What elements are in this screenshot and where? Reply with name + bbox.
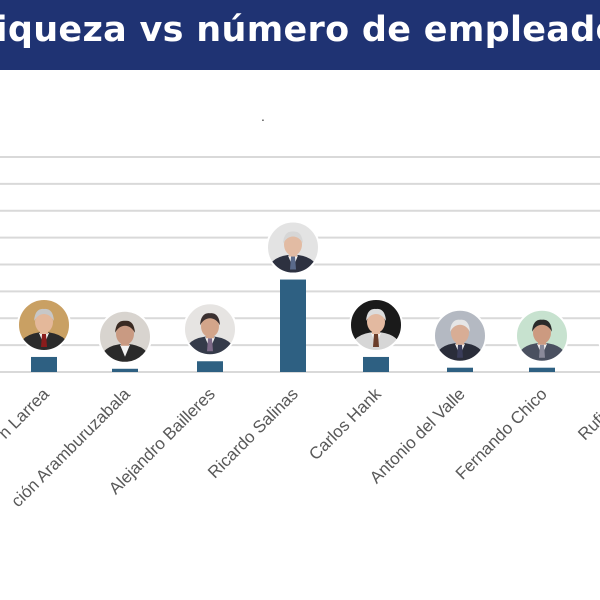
portrait-alejandro-bailleres [183,302,237,357]
bar-carlos-hank [363,356,389,372]
category-label: n Larrea [0,384,53,443]
bar-ricardo-salinas [280,279,306,372]
bar-antonio-del-valle [447,367,473,372]
bar-germán-larrea [31,356,57,372]
bar-alejandro-bailleres [197,361,223,372]
bar-fernando-chico [529,367,555,372]
category-label: Ricardo Salinas [204,384,302,482]
portrait-germán-larrea [17,297,71,352]
portrait-carlos-hank [349,297,403,352]
portraits [17,220,600,364]
portrait-maría-asunción-aramburuzabala [98,309,152,364]
title-bar: riqueza vs número de empleados [0,0,600,70]
portrait-antonio-del-valle [433,308,487,363]
portrait-ricardo-salinas [266,220,320,275]
category-label: Carlos Hank [305,384,385,464]
chart-subtitle: . [261,108,265,124]
bars [31,279,555,372]
category-label: Rufino V [574,384,600,444]
portrait-fernando-chico [515,308,569,363]
bar-maría-asunción-aramburuzabala [112,368,138,372]
chart-title: riqueza vs número de empleados [0,10,600,50]
